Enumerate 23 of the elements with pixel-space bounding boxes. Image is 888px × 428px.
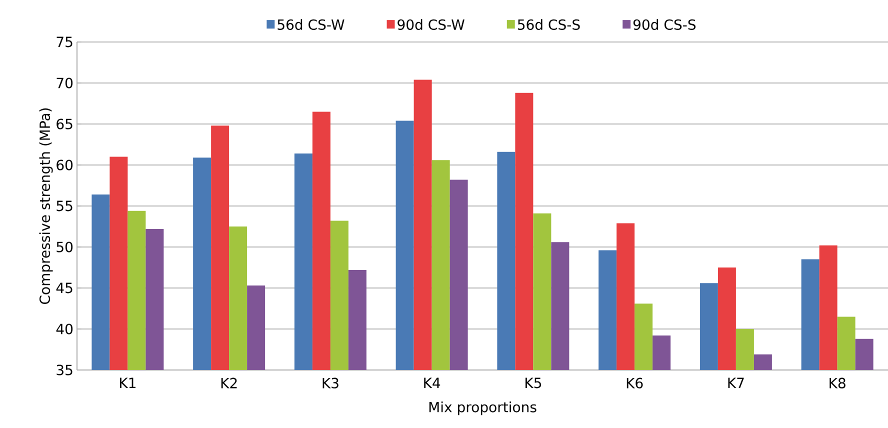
x-tick-label: K5 (526, 378, 542, 388)
y-tick-label: 70 (56, 78, 73, 88)
y-tick-label: 45 (56, 282, 72, 294)
y-tick-label: 75 (56, 36, 72, 48)
x-tick-label: K2 (221, 378, 237, 388)
y-tick-label: 55 (56, 200, 72, 212)
y-tick-label: 50 (56, 242, 73, 252)
y-tick-label: 60 (56, 160, 73, 170)
x-tick-label: K1 (120, 378, 136, 388)
legend-label: 56d CS-S (518, 19, 580, 30)
y-tick-label: 35 (56, 364, 72, 376)
y-tick-label: 65 (56, 118, 72, 130)
x-tick-label: K4 (424, 378, 440, 388)
x-tick-label: K8 (830, 378, 846, 388)
y-axis-title: Compressive strength (MPa) (39, 108, 53, 304)
x-axis-title: Mix proportions (429, 402, 536, 416)
y-tick-label: 40 (56, 324, 73, 334)
x-tick-label: K6 (626, 378, 643, 388)
legend-label: 90d CS-S (633, 19, 696, 30)
x-tick-label: K7 (728, 378, 744, 388)
legend-label: 90d CS-W (398, 19, 464, 30)
x-tick-label: K3 (322, 378, 338, 388)
legend-label: 56d CS-W (278, 19, 344, 30)
